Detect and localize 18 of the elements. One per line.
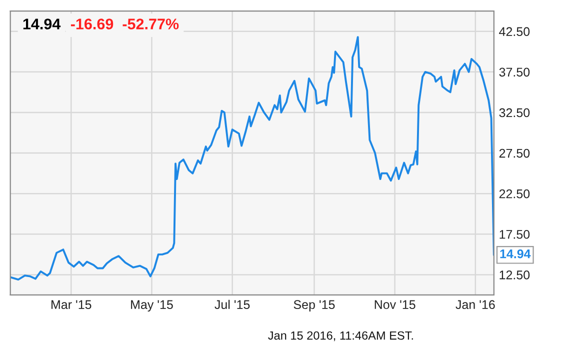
y-tick-label: 42.50 (499, 27, 530, 36)
x-tick-label: Jul '15 (214, 300, 250, 310)
x-tick-label: Mar '15 (52, 300, 92, 310)
data-label: 14.94 (500, 249, 531, 258)
x-tick-label: Jan '16 (456, 300, 495, 310)
y-tick-label: 37.50 (499, 68, 530, 77)
y-tick-label: 32.50 (499, 108, 530, 118)
y-tick-label: 22.50 (499, 189, 530, 198)
x-tick-label: Nov '15 (374, 300, 416, 310)
text: Jan 15 2016, 11:46AM EST. (268, 331, 413, 342)
y-tick-label: 12.50 (500, 270, 530, 280)
y-tick-label: 17.50 (500, 230, 530, 239)
x-tick-label: Sep '15 (294, 300, 335, 312)
y-tick-label: 27.50 (499, 148, 530, 158)
chart-subtitle: -16.69 -52.77% (70, 18, 179, 30)
line-series (10, 36, 494, 281)
x-tick-label: May '15 (131, 300, 173, 312)
chart-title: 14.94 (23, 18, 61, 30)
